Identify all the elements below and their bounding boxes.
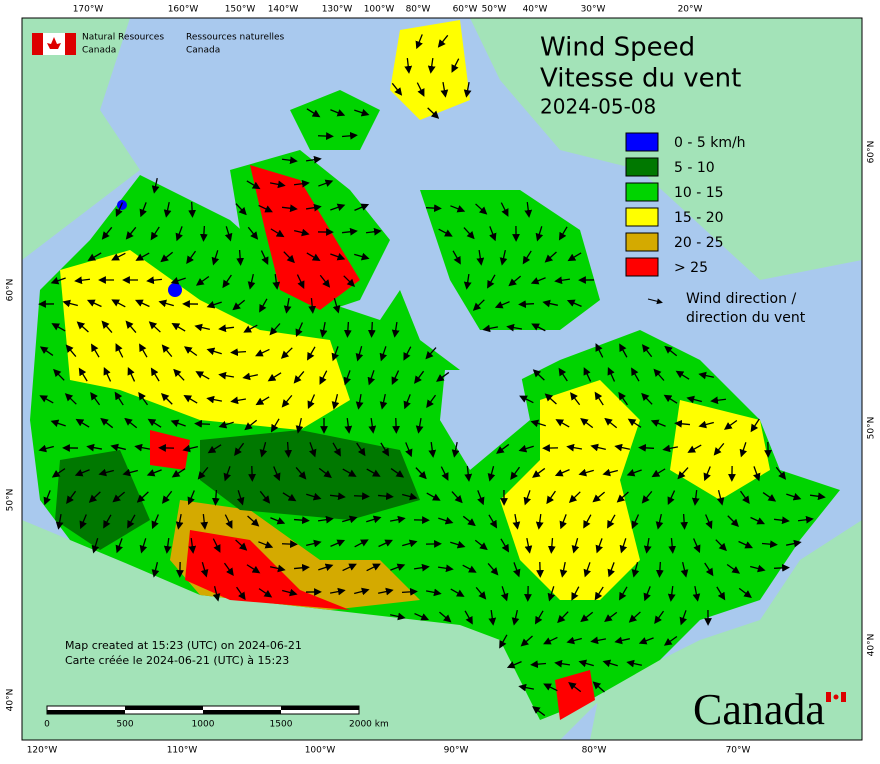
flag-bar: [32, 33, 43, 55]
scale-label: 1500: [270, 720, 293, 730]
wind-arrow: [774, 568, 786, 569]
legend-label: > 25: [674, 260, 708, 276]
wind-arrow: [354, 496, 366, 497]
longitude-label: 100°W: [305, 746, 336, 756]
org-en: Natural Resources: [82, 33, 164, 43]
map-created: Carte créée le 2024-06-21 (UTC) à 15:23: [65, 654, 289, 667]
scale-label: 2000 km: [349, 720, 389, 730]
wind-arrow: [216, 490, 217, 502]
wind-arrow: [522, 304, 534, 305]
legend-label: 15 - 20: [674, 210, 724, 226]
wind-arrow: [234, 352, 246, 353]
flag-bar: [826, 692, 831, 702]
date: 2024-05-08: [540, 95, 656, 119]
zone-0-5: [168, 283, 182, 297]
longitude-label: 80°W: [406, 5, 431, 15]
latitude-label: 40°N: [6, 689, 16, 712]
wind-arrow: [192, 202, 193, 214]
wind-arrow: [198, 424, 210, 425]
wind-arrow: [348, 322, 349, 334]
longitude-label: 150°W: [225, 5, 256, 15]
latitude-label: 50°N: [867, 417, 877, 440]
legend-swatch: [626, 133, 658, 151]
longitude-label: 50°W: [482, 5, 507, 15]
flag-bar: [841, 692, 846, 702]
wind-arrow: [294, 520, 306, 521]
wind-arrow: [288, 442, 289, 454]
longitude-label: 90°W: [444, 746, 469, 756]
scale-bar: [47, 706, 359, 714]
org-fr: Canada: [186, 46, 220, 56]
map-area: [22, 18, 862, 740]
legend-swatch: [626, 258, 658, 276]
legend-direction: direction du vent: [686, 310, 806, 326]
maple-leaf: [834, 695, 839, 700]
latitude-label: 60°N: [6, 279, 16, 302]
longitude-label: 30°W: [581, 5, 606, 15]
longitude-label: 140°W: [268, 5, 299, 15]
longitude-label: 70°W: [726, 746, 751, 756]
scale-label: 500: [116, 720, 133, 730]
wind-arrow: [372, 322, 373, 334]
longitude-label: 40°W: [523, 5, 548, 15]
wind-arrow: [240, 250, 241, 262]
scale-bar-segment: [47, 710, 125, 714]
wind-arrow: [402, 592, 414, 593]
legend-label: 10 - 15: [674, 185, 724, 201]
legend-swatch: [626, 183, 658, 201]
org-fr: Ressources naturelles: [186, 33, 285, 43]
legend-swatch: [626, 208, 658, 226]
title: Wind Speed: [540, 33, 695, 63]
legend-direction: Wind direction /: [686, 291, 796, 307]
longitude-label: 60°W: [453, 5, 478, 15]
wind-arrow: [204, 226, 205, 238]
wind-arrow: [426, 208, 438, 209]
longitude-label: 110°W: [167, 746, 198, 756]
latitude-label: 40°N: [867, 634, 877, 657]
scale-label: 1000: [192, 720, 215, 730]
longitude-label: 100°W: [364, 5, 395, 15]
nrcan-logo: [32, 33, 76, 55]
longitude-label: 170°W: [73, 5, 104, 15]
wind-arrow: [684, 514, 685, 526]
latitude-label: 60°N: [867, 141, 877, 164]
longitude-label: 120°W: [27, 746, 58, 756]
legend-label: 20 - 25: [674, 235, 724, 251]
legend-label: 0 - 5 km/h: [674, 135, 746, 151]
legend-swatch: [626, 158, 658, 176]
legend-swatch: [626, 233, 658, 251]
wordmark: Canada: [693, 685, 825, 734]
longitude-label: 20°W: [678, 5, 703, 15]
wind-arrow: [660, 562, 661, 574]
legend-label: 5 - 10: [674, 160, 715, 176]
latitude-label: 50°N: [6, 489, 16, 512]
scale-label: 0: [44, 720, 50, 730]
scale-bar-segment: [125, 706, 203, 710]
title: Vitesse du vent: [540, 64, 741, 94]
flag-bar: [65, 33, 76, 55]
longitude-label: 130°W: [322, 5, 353, 15]
map-created: Map created at 15:23 (UTC) on 2024-06-21: [65, 639, 302, 652]
wind-arrow: [642, 448, 654, 449]
longitude-label: 80°W: [582, 746, 607, 756]
scale-bar-segment: [281, 706, 359, 710]
scale-bar-segment: [203, 710, 281, 714]
longitude-label: 160°W: [168, 5, 199, 15]
org-en: Canada: [82, 46, 116, 56]
